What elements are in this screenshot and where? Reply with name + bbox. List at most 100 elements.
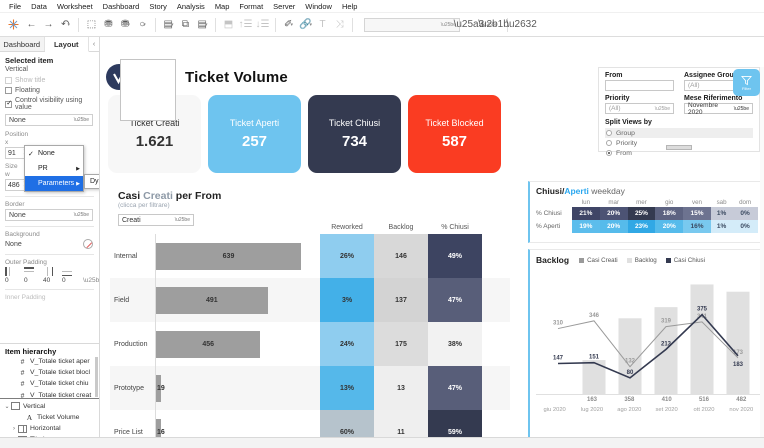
- kpi-card-ticket-chiusi[interactable]: Ticket Chiusi 734: [308, 95, 401, 173]
- tab-layout[interactable]: Layout: [44, 37, 89, 52]
- forward-arrow-icon[interactable]: →: [43, 19, 54, 30]
- hierarchy-item[interactable]: # V_Totale ticket blocl: [0, 367, 99, 378]
- backlog-bar: [654, 307, 678, 395]
- highlight-icon[interactable]: ✐ ▾: [284, 19, 293, 30]
- chevron-down-icon[interactable]: \u25be: [83, 277, 100, 284]
- undo-redo-icon[interactable]: ↶ ▾: [61, 19, 70, 30]
- radio-split-priority[interactable]: Priority: [605, 138, 753, 148]
- hierarchy-item[interactable]: # V_Totale ticket creat: [0, 390, 99, 401]
- weekday-cell: 0%: [732, 220, 758, 233]
- filter-priority-select[interactable]: (All) \u25be: [605, 103, 674, 114]
- toolbar-divider: [275, 17, 276, 32]
- item-hierarchy-heading: Item hierarchy: [0, 343, 99, 358]
- menu-option-pr[interactable]: PR ▶: [25, 161, 83, 176]
- menu-item-server[interactable]: Server: [273, 1, 296, 11]
- save-icon[interactable]: ⬚: [86, 19, 97, 30]
- checkbox-floating[interactable]: Floating: [5, 87, 94, 94]
- menu-option-parameters[interactable]: Parameters ▶: [25, 176, 83, 191]
- parameters-submenu[interactable]: Dynamic zone parameter: [84, 174, 99, 189]
- hierarchy-item-label: V_Totale ticket chiu: [30, 380, 89, 388]
- matrix-row[interactable]: Prototype 19 13% 13 47%: [110, 366, 510, 410]
- section-title-post: per From: [175, 190, 222, 202]
- tab-dashboard[interactable]: Dashboard: [0, 37, 45, 51]
- padding-bottom-value[interactable]: 0: [62, 277, 66, 284]
- hierarchy-scrollbar[interactable]: [95, 357, 98, 397]
- backlog-point-label: 346: [589, 313, 600, 319]
- hierarchy-item[interactable]: ⌄ Vertical: [0, 401, 99, 412]
- device-preview-icon[interactable]: \u2b1b: [478, 19, 509, 30]
- measure-select[interactable]: Creati \u25be: [118, 214, 194, 226]
- menu-item-window[interactable]: Window: [305, 1, 332, 11]
- toolbar-divider: [155, 17, 156, 32]
- menu-item-dashboard[interactable]: Dashboard: [102, 1, 140, 11]
- tableau-logo-icon[interactable]: [4, 16, 22, 34]
- menu-item-format[interactable]: Format: [239, 1, 264, 11]
- matrix-row[interactable]: Production 456 24% 175 38%: [110, 322, 510, 366]
- padding-right-value[interactable]: 40: [43, 277, 51, 284]
- radio-split-group[interactable]: Group: [605, 128, 753, 138]
- add-data-source-icon[interactable]: ⛃: [104, 19, 113, 30]
- back-arrow-icon[interactable]: ←: [26, 19, 37, 30]
- weekday-cell: 19%: [572, 220, 600, 233]
- no-fill-swatch-icon[interactable]: [83, 239, 93, 249]
- menu-item-worksheet[interactable]: Worksheet: [56, 1, 93, 11]
- hierarchy-item[interactable]: A Ticket Volume: [0, 412, 99, 423]
- chevron-down-icon: \u25be: [440, 21, 456, 28]
- dashboard-scrollbar-vertical[interactable]: [760, 67, 764, 437]
- menu-option-none[interactable]: ✓ None: [25, 146, 83, 161]
- show-mark-labels-icon: T: [319, 19, 326, 30]
- refresh-data-icon[interactable]: ⛃ ▾: [121, 19, 130, 30]
- kpi-card-ticket-aperti[interactable]: Ticket Aperti 257: [208, 95, 301, 173]
- chevron-down-icon: ▾: [204, 21, 208, 28]
- radio-split-from[interactable]: From: [605, 148, 753, 158]
- presentation-mode-icon[interactable]: \u25a3 \u25be: [453, 19, 498, 30]
- menu-item-analysis[interactable]: Analysis: [176, 1, 205, 11]
- matrix-row[interactable]: Field 491 3% 137 47%: [110, 278, 510, 322]
- chevron-down-icon: ▾: [143, 21, 146, 28]
- backlog-bar-label: 482: [736, 397, 747, 403]
- hierarchy-item[interactable]: # V_Totale ticket aper: [0, 356, 99, 367]
- hierarchy-item[interactable]: # V_Totale ticket chiu: [0, 378, 99, 389]
- clear-sheet-icon[interactable]: ▤ ▾: [197, 19, 208, 30]
- hierarchy-item[interactable]: › Horizontal: [0, 423, 99, 434]
- collapse-panel-icon[interactable]: ‹: [92, 40, 96, 48]
- border-select[interactable]: None \u25be: [5, 209, 93, 221]
- padding-left-value[interactable]: 0: [5, 277, 9, 284]
- visibility-value-text: None: [9, 116, 26, 124]
- new-worksheet-icon[interactable]: ▤ ▾: [163, 19, 174, 30]
- share-icon[interactable]: \u2632: [506, 19, 537, 30]
- menu-item-help[interactable]: Help: [341, 1, 358, 11]
- size-w-label: w: [5, 171, 10, 178]
- menu-item-data[interactable]: Data: [31, 1, 47, 11]
- checkbox-show-title[interactable]: Show title: [5, 77, 94, 84]
- panel-resize-handle[interactable]: [666, 145, 692, 150]
- matrix-bar-cell: 19: [155, 366, 320, 410]
- padding-top-value[interactable]: 0: [24, 277, 28, 284]
- duplicate-sheet-icon[interactable]: ⧉: [181, 19, 190, 30]
- backlog-point-label: 147: [553, 356, 564, 362]
- chevron-down-icon: ▾: [67, 21, 70, 28]
- expand-collapse-icon[interactable]: ›: [13, 425, 15, 432]
- menu-item-story[interactable]: Story: [149, 1, 167, 11]
- menu-item-map[interactable]: Map: [214, 1, 230, 11]
- item-hierarchy-list[interactable]: # V_Totale ticket aper # V_Totale ticket bl…: [0, 356, 99, 440]
- expand-collapse-icon[interactable]: ⌄: [4, 403, 10, 410]
- checkbox-control-visibility[interactable]: Control visibility using value: [5, 97, 94, 111]
- kpi-card-ticket-blocked[interactable]: Ticket Blocked 587: [408, 95, 501, 173]
- fit-combo[interactable]: \u25be: [364, 17, 460, 32]
- submenu-item-dynamic-zone-parameter[interactable]: Dynamic zone parameter: [90, 178, 99, 185]
- filter-button[interactable]: Filter: [733, 69, 760, 96]
- backlog-title: Backlog: [536, 255, 570, 265]
- legend-label: Casi Creati: [587, 256, 618, 264]
- backlog-x-tick: ago 2020: [617, 407, 642, 413]
- visibility-dropdown-menu[interactable]: ✓ None PR ▶ Parameters ▶: [24, 145, 84, 192]
- visibility-value-select[interactable]: None \u25be: [5, 114, 93, 126]
- field-icon: #: [18, 379, 27, 388]
- toolbar-divider: [215, 17, 216, 32]
- filter-mese-select[interactable]: Novembre 2020 \u25be: [684, 102, 753, 116]
- menu-item-file[interactable]: File: [9, 1, 22, 11]
- group-members-icon[interactable]: 🔗 ▾: [299, 19, 312, 30]
- pause-refresh-icon[interactable]: ○ ▾: [139, 19, 146, 30]
- matrix-row[interactable]: Internal 639 26% 146 49%: [110, 234, 510, 278]
- filter-from-input[interactable]: [605, 80, 674, 91]
